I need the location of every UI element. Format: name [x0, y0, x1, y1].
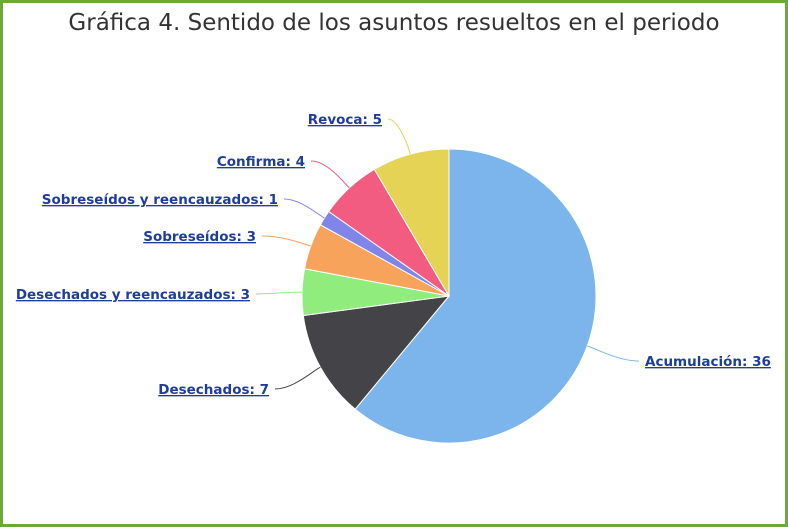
pie-slices [301, 148, 597, 444]
data-label-desechados-y-reencauzados[interactable]: Desechados y reencauzados: 3 [16, 287, 250, 303]
pie-slice-acumulacion[interactable] [354, 148, 597, 444]
label-connectors [255, 118, 640, 390]
connector-desechados [274, 366, 321, 390]
connector-sobreseidos [261, 235, 311, 247]
connector-desechados-y-reencauzados [255, 291, 303, 295]
data-label-revoca[interactable]: Revoca: 5 [308, 112, 382, 128]
data-label-sobreseidos-y-reencauzados[interactable]: Sobreseídos y reencauzados: 1 [42, 192, 278, 208]
data-label-acumulacion[interactable]: Acumulación: 36 [645, 354, 771, 370]
data-label-sobreseidos[interactable]: Sobreseídos: 3 [143, 229, 256, 245]
data-label-confirma[interactable]: Confirma: 4 [217, 154, 305, 170]
connector-acumulacion [587, 345, 640, 362]
data-label-desechados[interactable]: Desechados: 7 [158, 382, 269, 398]
connector-confirma [310, 160, 350, 189]
connector-revoca [387, 118, 411, 155]
chart-title: Gráfica 4. Sentido de los asuntos resuel… [68, 10, 720, 36]
pie-slice-desechados[interactable] [302, 295, 451, 410]
connector-sobreseidos-y-reencauzados [283, 198, 325, 219]
data-labels: Acumulación: 36 Desechados: 7 Desechados y… [16, 112, 771, 398]
